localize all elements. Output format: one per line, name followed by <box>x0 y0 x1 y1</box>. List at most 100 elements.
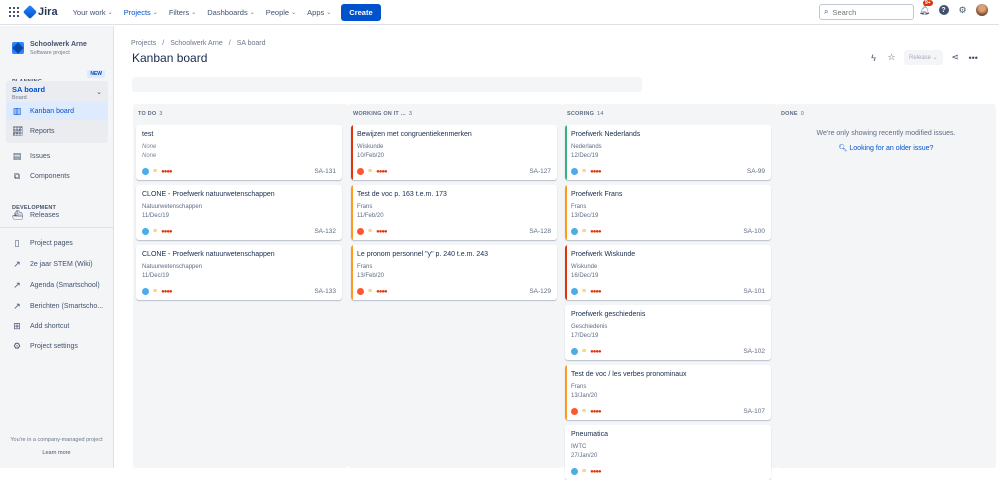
issue-key[interactable]: SA-129 <box>529 288 551 295</box>
sidebar-item-reports[interactable]: 📈︎ Reports <box>6 122 108 140</box>
nav-item-your-work[interactable]: Your work ⌄ <box>73 8 113 17</box>
card-due-date: 16/Dec/19 <box>571 273 599 279</box>
sidebar-item-project-settings[interactable]: ⚙︎ Project settings <box>6 337 108 355</box>
help-icon[interactable]: ? <box>938 5 949 16</box>
sidebar-item-kanban-board[interactable]: ▥ Kanban board <box>6 102 108 120</box>
sidebar-item-berichten-link[interactable]: ↗ Berichten (Smartscho... <box>6 297 108 315</box>
sidebar-item-label: Releases <box>30 211 60 219</box>
issue-key[interactable]: SA-101 <box>743 288 765 295</box>
card-title: Proefwerk geschiedenis <box>571 311 646 318</box>
issue-key[interactable]: SA-107 <box>743 408 765 415</box>
card-subject: IWTC <box>571 444 587 450</box>
issue-card[interactable]: Proefwerk Wiskunde Wiskunde 16/Dec/19 ≡ ●●●●… <box>565 245 771 300</box>
card-title: Proefwerk Frans <box>571 191 623 198</box>
search-field[interactable]: ⌕ <box>819 4 914 20</box>
issue-card[interactable]: Pneumatica IWTC 27/Jan/20 ≡ ●●●● <box>565 425 771 480</box>
card-footer: ≡ ●●●● <box>142 228 173 235</box>
estimate-dots-icon: ●●●● <box>161 228 172 235</box>
card-title: CLONE - Proefwerk natuurwetenschappen <box>142 251 275 258</box>
card-footer: ≡ ●●●● <box>571 408 602 415</box>
issue-card[interactable]: Bewijzen met congruentiekenmerken Wiskund… <box>351 125 557 180</box>
nav-item-label: Dashboards <box>207 7 248 17</box>
issue-key[interactable]: SA-99 <box>746 168 765 175</box>
sidebar-item-label: Issues <box>30 152 51 160</box>
star-icon[interactable]: ☆ <box>887 52 896 62</box>
issue-key[interactable]: SA-100 <box>743 228 765 235</box>
issue-key[interactable]: SA-133 <box>314 288 336 295</box>
notifications-bell-icon[interactable]: 🔔︎ 9+ <box>918 0 933 15</box>
priority-medium-icon: ≡ <box>582 228 587 235</box>
task-type-icon <box>142 228 149 235</box>
priority-medium-icon: ≡ <box>582 468 587 475</box>
older-issue-link[interactable]: 🔍︎ Looking for an older issue? <box>776 144 996 152</box>
issue-card[interactable]: Proefwerk geschiedenis Geschiedenis 17/Dec… <box>565 305 771 360</box>
issue-card[interactable]: CLONE - Proefwerk natuurwetenschappen Nat… <box>136 185 342 240</box>
nav-item-apps[interactable]: Apps ⌄ <box>307 8 331 17</box>
create-button[interactable]: Create <box>341 3 381 21</box>
nav-item-filters[interactable]: Filters ⌄ <box>169 8 196 17</box>
jira-logo-text: Jira <box>38 6 58 18</box>
sidebar-item-project-pages[interactable]: ▯ Project pages <box>6 234 108 252</box>
release-label: Release <box>909 55 932 61</box>
task-type-icon <box>571 468 578 475</box>
chevron-down-icon: ⌄ <box>249 9 255 16</box>
sidebar-item-agenda-link[interactable]: ↗ Agenda (Smartschool) <box>6 276 108 294</box>
issue-card[interactable]: Test de voc / les verbes pronominaux Fran… <box>565 365 771 420</box>
more-options-icon[interactable]: ••• <box>968 52 978 63</box>
bug-type-icon <box>357 288 364 295</box>
task-type-icon <box>142 288 149 295</box>
issue-key[interactable]: SA-128 <box>529 228 551 235</box>
card-due-date: 27/Jan/20 <box>571 453 598 459</box>
settings-gear-icon[interactable]: ⚙︎ <box>958 4 967 15</box>
project-name: Schoolwerk Arne <box>30 41 87 48</box>
card-title: Proefwerk Wiskunde <box>571 251 636 258</box>
issue-card[interactable]: Test de voc p. 163 t.e.m. 173 Frans 11/Feb… <box>351 185 557 240</box>
column-title: WORKING ON IT ... <box>353 111 406 117</box>
sidebar-item-releases[interactable]: ⛴︎ Releases <box>6 206 108 224</box>
issue-card[interactable]: test None None ≡ ●●●● SA-131 <box>136 125 342 180</box>
card-footer: ≡ ●●●● <box>571 348 602 355</box>
issue-card[interactable]: Le pronom personnel "y" p. 240 t.e.m. 24… <box>351 245 557 300</box>
nav-item-dashboards[interactable]: Dashboards ⌄ <box>207 8 254 17</box>
app-switcher-icon[interactable] <box>9 7 19 17</box>
sidebar-item-issues[interactable]: ▤ Issues <box>6 147 108 165</box>
nav-item-people[interactable]: People ⌄ <box>266 8 296 17</box>
chevron-down-icon[interactable]: ⌄ <box>96 89 102 96</box>
sidebar-item-components[interactable]: ⧉ Components <box>6 167 108 185</box>
share-icon[interactable]: ⋖ <box>951 52 959 62</box>
breadcrumb-board[interactable]: SA board <box>236 40 266 47</box>
user-avatar[interactable] <box>976 4 988 16</box>
breadcrumb-projects[interactable]: Projects <box>131 40 157 47</box>
issue-card[interactable]: Proefwerk Frans Frans 13/Dec/19 ≡ ●●●● SA-100 <box>565 185 771 240</box>
card-subject: Wiskunde <box>357 144 384 150</box>
release-button[interactable]: Release ⌄ <box>904 50 943 65</box>
sidebar-item-label: Add shortcut <box>30 322 70 330</box>
automation-lightning-icon[interactable]: ϟ <box>871 52 876 63</box>
project-header[interactable]: Schoolwerk Arne Software project <box>0 26 113 56</box>
card-subject: Wiskunde <box>571 264 598 270</box>
issue-key[interactable]: SA-131 <box>314 168 336 175</box>
done-empty-message: We're only showing recently modified iss… <box>816 130 956 137</box>
card-subject: Frans <box>357 264 373 270</box>
issue-key[interactable]: SA-127 <box>529 168 551 175</box>
issue-key[interactable]: SA-132 <box>314 228 336 235</box>
sidebar-item-add-shortcut[interactable]: ⊞ Add shortcut <box>6 317 108 335</box>
priority-medium-icon: ≡ <box>368 288 373 295</box>
chevron-down-icon: ⌄ <box>152 9 158 16</box>
issue-card[interactable]: CLONE - Proefwerk natuurwetenschappen Nat… <box>136 245 342 300</box>
bug-type-icon <box>571 408 578 415</box>
issue-card[interactable]: Proefwerk Nederlands Nederlands 12/Dec/19 ≡… <box>565 125 771 180</box>
estimate-dots-icon: ●●●● <box>590 288 601 295</box>
card-footer: ≡ ●●●● <box>571 168 602 175</box>
sidebar-item-wiki-link[interactable]: ↗ 2e jaar STEM (Wiki) <box>6 255 108 273</box>
filter-bar[interactable] <box>132 77 642 92</box>
issue-key[interactable]: SA-102 <box>743 348 765 355</box>
search-input[interactable] <box>832 7 903 17</box>
nav-item-projects[interactable]: Projects ⌄ <box>124 8 158 17</box>
board-header-actions: ϟ ☆ Release ⌄ ⋖ ••• <box>868 50 979 65</box>
priority-medium-icon: ≡ <box>368 228 373 235</box>
learn-more-link[interactable]: Learn more <box>42 450 71 456</box>
breadcrumb-project[interactable]: Schoolwerk Arne <box>170 40 223 47</box>
jira-logo[interactable]: Jira <box>22 4 58 20</box>
card-title: CLONE - Proefwerk natuurwetenschappen <box>142 191 275 198</box>
